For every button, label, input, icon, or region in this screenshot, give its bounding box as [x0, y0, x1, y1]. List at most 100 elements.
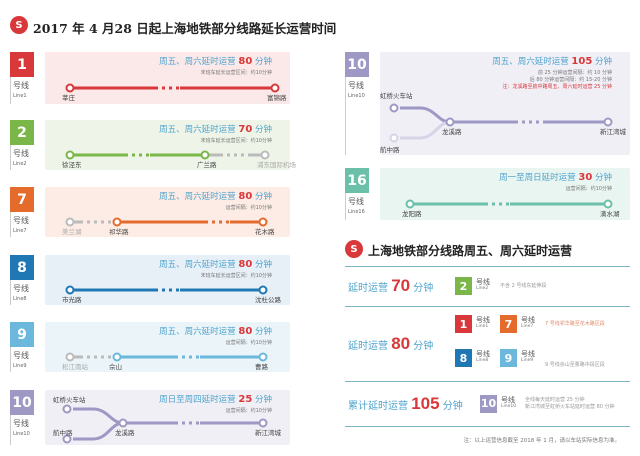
- line-badge: 9: [500, 349, 517, 367]
- station-marker: [65, 83, 75, 93]
- row-description: 7 号线祁华路至花木路区段: [545, 321, 605, 327]
- headline-text: 周五、周六延时运营: [159, 57, 239, 67]
- station-marker: [112, 217, 122, 227]
- line-track: [65, 83, 280, 93]
- line-label-cn: 号线: [521, 350, 535, 358]
- line-label-en: Line9: [521, 358, 534, 363]
- headline-text: 周日至周四延时运营: [159, 395, 239, 405]
- line-badge: 10: [345, 52, 369, 77]
- page-title: 2017 年 4 月28 日起上海地铁部分线路延长运营时间: [33, 21, 337, 36]
- station-marker: [65, 285, 75, 295]
- service-note: 前 25 分钟运营间隔：约 10 分钟: [537, 70, 612, 76]
- divider: [345, 381, 630, 382]
- line-badge: 8: [10, 255, 34, 280]
- line-label-en: Line10: [348, 93, 365, 99]
- station-marker: [405, 199, 415, 209]
- extension-minutes: 30: [578, 172, 593, 183]
- extension-headline: 周五、周六延时运营 105 分钟: [492, 56, 612, 68]
- station-marker: [65, 150, 75, 160]
- line-badge: 2: [455, 277, 472, 295]
- line-badge: 2: [10, 120, 34, 145]
- badge-divider: [10, 212, 11, 237]
- divider: [345, 426, 630, 427]
- headline-unit: 分钟: [592, 57, 612, 67]
- delay-summary: 延时运营 80 分钟: [348, 334, 433, 357]
- line-label-cn: 号线: [476, 316, 490, 324]
- line-label: 号线 Line9: [521, 351, 535, 364]
- station-marker: [389, 133, 399, 143]
- station-name: 新江湾城: [600, 128, 626, 136]
- line-label: 号线: [13, 149, 29, 158]
- service-note: 末班车延长运营区间：约10分钟: [200, 70, 272, 76]
- extension-headline: 周一至周日延时运营 30 分钟: [499, 172, 612, 184]
- summary-title: 上海地铁部分线路周五、周六延时运营: [368, 244, 573, 258]
- extension-minutes: 80: [238, 56, 253, 67]
- station-name: 佘山: [109, 363, 122, 371]
- service-note: 末班车延长运营区间：约10分钟: [200, 138, 272, 144]
- line-badge: 1: [10, 52, 34, 77]
- station-marker: [200, 150, 210, 160]
- line-label-cn: 号线: [501, 395, 515, 404]
- service-note: 运营间隔：约10分钟: [225, 340, 272, 346]
- line-track: [65, 150, 270, 160]
- station-marker: [258, 285, 268, 295]
- line-label: 号线: [13, 419, 29, 428]
- delay-unit: 分钟: [410, 340, 434, 352]
- extension-headline: 周五、周六延时运营 80 分钟: [159, 191, 272, 203]
- line-card: 周五、周六延时运营 70 分钟 末班车延长运营区间：约10分钟 徐泾东 广兰路 浦东国际…: [45, 120, 296, 170]
- station-marker: [258, 418, 268, 428]
- headline-text: 周五、周六延时运营: [159, 125, 239, 135]
- line-label-cn: 号线: [476, 278, 490, 286]
- station-name: 虹桥火车站: [53, 396, 86, 404]
- headline-unit: 分钟: [252, 260, 272, 270]
- station-marker: [112, 352, 122, 362]
- station-name: 祁华路: [109, 228, 129, 236]
- badge-divider: [345, 193, 346, 220]
- station-name: 徐泾东: [62, 161, 82, 169]
- station-name: 滴水湖: [600, 210, 620, 218]
- line-badge: 10: [10, 390, 34, 415]
- station-marker: [62, 434, 72, 444]
- station-marker: [118, 418, 128, 428]
- station-name: 航中路: [53, 429, 73, 437]
- line-badge: 16: [345, 168, 369, 193]
- station-name: 虹桥火车站: [380, 92, 413, 100]
- headline-unit: 分钟: [592, 173, 612, 183]
- line-label: 号线 Line8: [476, 351, 490, 364]
- line-label-en: Line10: [13, 431, 30, 437]
- footnote: 注：以上运营信息截至 2018 年 1 月，请以车站实际信息为准。: [463, 438, 621, 444]
- line-label-en: Line9: [13, 363, 27, 369]
- line-badge: 9: [10, 322, 34, 347]
- line-badge: 10: [480, 394, 497, 413]
- line-track: [65, 217, 268, 227]
- station-marker: [258, 217, 268, 227]
- line-track: [389, 103, 613, 143]
- extension-minutes: 25: [238, 394, 253, 405]
- extension-minutes: 70: [238, 124, 253, 135]
- badge-divider: [345, 77, 346, 155]
- line-label-en: Line8: [13, 296, 27, 302]
- badge-divider: [10, 415, 11, 445]
- station-marker: [603, 117, 613, 127]
- line-label-en: Line1: [13, 93, 27, 99]
- line-card: 周五、周六延时运营 80 分钟 末班车延长运营区间：约10分钟 莘庄 富锦路: [45, 52, 290, 104]
- extension-headline: 周五、周六延时运营 80 分钟: [159, 56, 272, 68]
- service-note: 后 80 分钟运营间隔：约 15-20 分钟: [529, 77, 612, 83]
- service-note: 运营间隔：约10分钟: [225, 205, 272, 211]
- extension-minutes: 105: [571, 56, 593, 67]
- station-name: 沈杜公路: [255, 296, 281, 304]
- delay-unit: 分钟: [410, 283, 434, 294]
- badge-divider: [10, 145, 11, 170]
- badge-divider: [10, 280, 11, 305]
- line-label: 号线 Line10: [501, 395, 516, 410]
- line-badge: 1: [455, 315, 472, 333]
- line-label-en: Line7: [13, 228, 27, 234]
- station-marker: [270, 83, 280, 93]
- extension-headline: 周五、周六延时运营 80 分钟: [159, 259, 272, 271]
- line-card: 周五、周六延时运营 80 分钟 末班车延长运营区间：约10分钟 市光路 沈杜公路: [45, 255, 290, 305]
- line-card: 周五、周六延时运营 105 分钟前 25 分钟运营间隔：约 10 分钟后 80 …: [380, 52, 630, 155]
- shanghai-metro-logo: S: [10, 16, 28, 34]
- station-name: 龙溪路: [442, 128, 462, 136]
- service-note: 末班车延长运营区间：约10分钟: [200, 273, 272, 279]
- line-label: 号线: [13, 81, 29, 90]
